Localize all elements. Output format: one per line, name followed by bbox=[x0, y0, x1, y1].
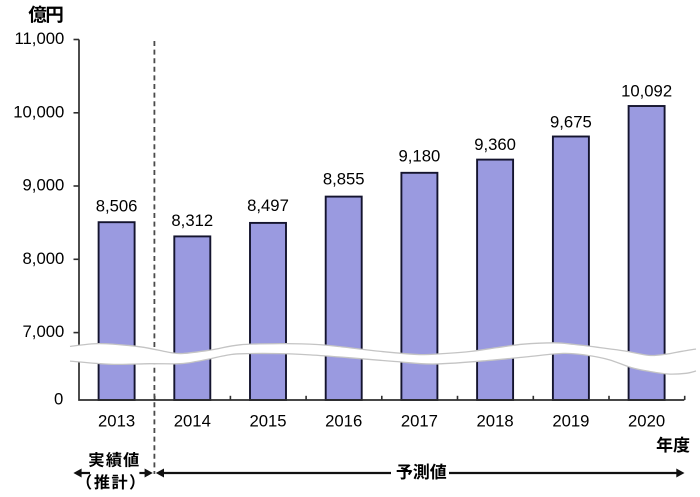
svg-text:11,000: 11,000 bbox=[14, 29, 64, 48]
svg-text:2018: 2018 bbox=[477, 412, 514, 431]
svg-text:2014: 2014 bbox=[174, 412, 211, 431]
svg-text:8,000: 8,000 bbox=[23, 249, 65, 268]
svg-text:2017: 2017 bbox=[401, 412, 438, 431]
svg-text:0: 0 bbox=[54, 389, 63, 408]
svg-text:7,000: 7,000 bbox=[23, 322, 65, 341]
svg-text:8,312: 8,312 bbox=[171, 211, 213, 230]
svg-text:2019: 2019 bbox=[552, 412, 589, 431]
svg-text:8,497: 8,497 bbox=[247, 196, 289, 215]
svg-text:10,000: 10,000 bbox=[13, 102, 64, 121]
svg-text:2013: 2013 bbox=[98, 412, 135, 431]
svg-text:8,855: 8,855 bbox=[323, 170, 365, 189]
svg-text:9,000: 9,000 bbox=[23, 176, 65, 195]
svg-text:10,092: 10,092 bbox=[621, 82, 672, 101]
svg-text:8,506: 8,506 bbox=[96, 197, 138, 216]
svg-text:9,675: 9,675 bbox=[550, 113, 592, 132]
svg-text:2015: 2015 bbox=[249, 412, 286, 431]
svg-text:9,360: 9,360 bbox=[474, 135, 516, 154]
svg-text:2016: 2016 bbox=[325, 412, 362, 431]
svg-text:2020: 2020 bbox=[628, 412, 665, 431]
svg-text:9,180: 9,180 bbox=[399, 147, 441, 166]
